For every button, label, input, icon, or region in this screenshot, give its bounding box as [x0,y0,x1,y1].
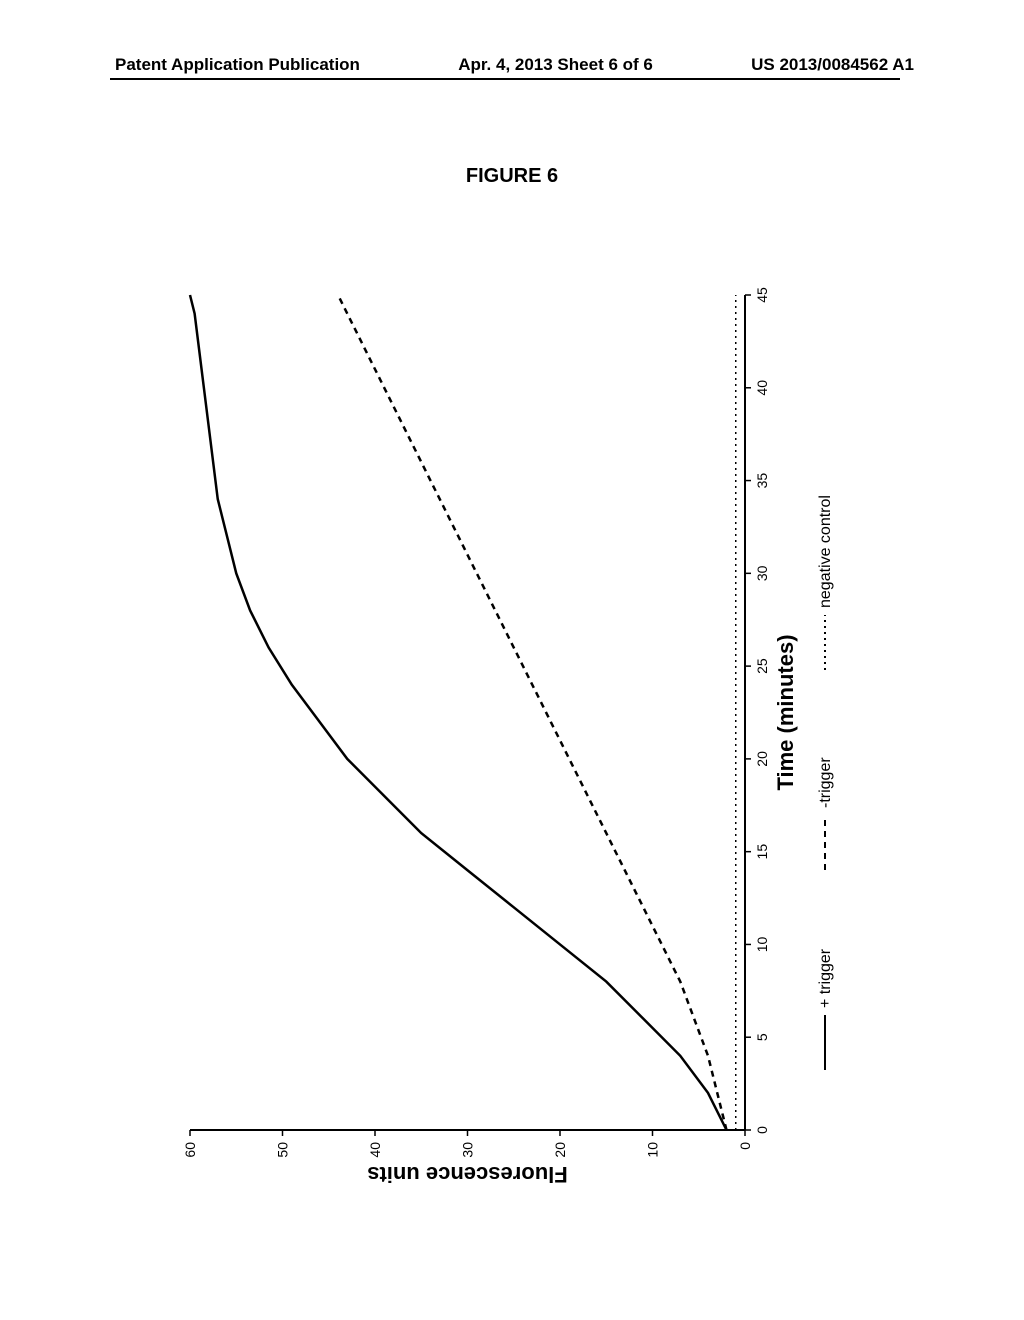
svg-text:10: 10 [754,936,770,952]
svg-text:30: 30 [754,565,770,581]
svg-text:20: 20 [754,751,770,767]
header-divider [110,78,900,80]
svg-text:Time (minutes): Time (minutes) [773,634,798,790]
svg-text:5: 5 [754,1033,770,1041]
svg-text:20: 20 [552,1142,568,1158]
svg-text:40: 40 [754,380,770,396]
svg-text:30: 30 [460,1142,476,1158]
header-left: Patent Application Publication [115,55,360,75]
page-header: Patent Application Publication Apr. 4, 2… [0,55,1024,75]
figure-title: FIGURE 6 [466,165,558,188]
svg-text:0: 0 [754,1126,770,1134]
svg-text:15: 15 [754,844,770,860]
line-chart: 0 5 10 15 20 25 30 35 40 45 0 10 20 30 40 50 60 Time (min… [125,230,895,1210]
svg-text:40: 40 [367,1142,383,1158]
svg-text:60: 60 [182,1142,198,1158]
svg-text:50: 50 [275,1142,291,1158]
svg-text:negative control: negative control [817,495,834,608]
svg-text:35: 35 [754,473,770,489]
svg-text:10: 10 [645,1142,661,1158]
svg-text:0: 0 [737,1142,753,1150]
svg-text:Fluorescence units: Fluorescence units [367,1162,568,1187]
svg-text:25: 25 [754,658,770,674]
header-right: US 2013/0084562 A1 [751,55,914,75]
svg-text:+ trigger: + trigger [817,948,834,1008]
svg-text:-trigger: -trigger [817,757,834,808]
header-center: Apr. 4, 2013 Sheet 6 of 6 [458,55,653,75]
svg-text:45: 45 [754,287,770,303]
